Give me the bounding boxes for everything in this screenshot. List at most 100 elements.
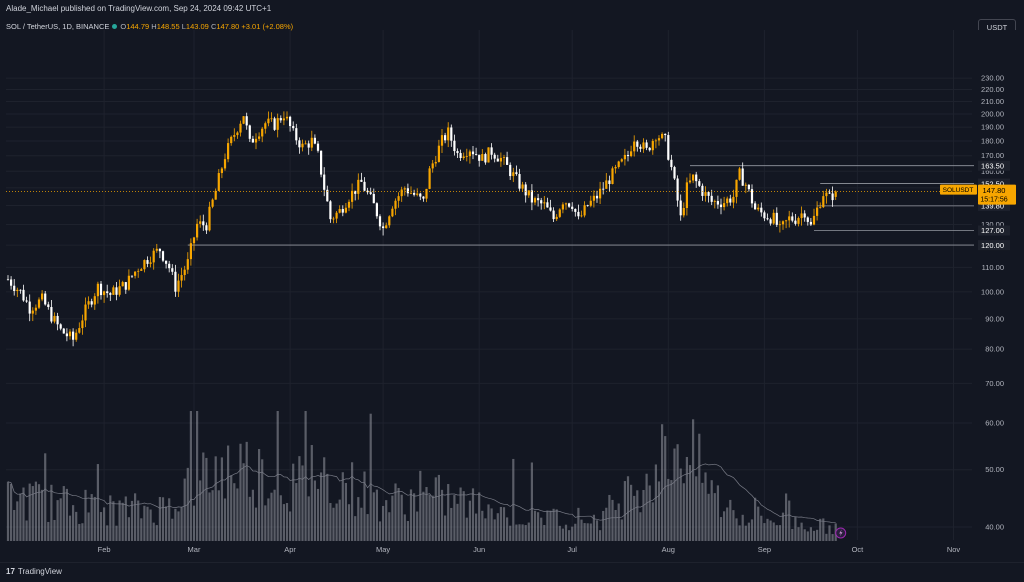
candle-body <box>444 135 447 141</box>
volume-bar <box>6 481 10 541</box>
candle-body <box>338 209 341 213</box>
candle-body <box>258 136 261 139</box>
volume-bar <box>812 530 816 541</box>
candle-body <box>385 225 388 229</box>
price-tick-label: 40.00 <box>985 523 1004 532</box>
candle-body <box>543 202 546 204</box>
volume-bar <box>382 505 385 541</box>
volume-bar <box>502 507 506 541</box>
volume-bar <box>233 483 236 541</box>
candle-body <box>521 184 524 189</box>
candle-body <box>437 145 440 162</box>
candle-body <box>341 209 344 213</box>
candle-body <box>735 179 738 197</box>
candle-body <box>512 172 515 177</box>
time-tick-label: Jul <box>567 545 577 554</box>
volume-bar <box>41 489 44 541</box>
volume-bar <box>10 483 13 541</box>
price-tick-label: 110.00 <box>982 263 1004 272</box>
candle-body <box>537 198 540 201</box>
symbol-name[interactable]: SOL / TetherUS, 1D, BINANCE <box>6 22 110 31</box>
volume-bar <box>747 522 750 541</box>
candle-body <box>580 215 583 217</box>
volume-bar <box>90 494 93 541</box>
candle-body <box>425 188 428 199</box>
volume-bar <box>307 496 310 541</box>
candle-body <box>462 156 465 158</box>
candle-body <box>285 116 289 119</box>
candle-body <box>623 154 626 160</box>
volume-bar <box>481 510 484 541</box>
candle-body <box>499 157 502 162</box>
candle-body <box>710 195 713 202</box>
volume-bar <box>279 495 282 541</box>
candle-body <box>174 271 177 292</box>
volume-bar <box>137 500 140 541</box>
price-badges: 163.50 152.50 139.80 127.00 120.00 SOLUSDT 147… <box>940 160 1016 251</box>
volume-bar <box>171 518 174 541</box>
volume-bar <box>636 490 639 541</box>
volume-bar <box>577 507 580 541</box>
candle-body <box>639 146 642 149</box>
candle-body <box>614 166 617 169</box>
candle-body <box>744 184 747 186</box>
volume-bar <box>766 518 769 541</box>
volume-bar <box>425 487 428 541</box>
candle-body <box>372 193 375 204</box>
volume-bar <box>676 444 679 541</box>
volume-bar <box>177 511 180 541</box>
candle-body <box>189 243 192 260</box>
volume-bar <box>214 456 217 541</box>
candle-body <box>778 224 781 226</box>
volume-bar <box>512 458 515 541</box>
candle-body <box>400 189 403 197</box>
volume-bar <box>521 524 524 541</box>
price-chart[interactable]: 40.00 50.00 60.00 70.00 80.00 90.00 100.00 110.… <box>0 0 1024 562</box>
candle-body <box>797 218 800 224</box>
volume-bar <box>189 411 192 541</box>
volume-bar <box>313 480 316 541</box>
candle-body <box>171 268 174 272</box>
candle-body <box>800 213 803 219</box>
candle-body <box>134 271 137 276</box>
candle-body <box>648 147 651 151</box>
tradingview-logo[interactable]: 17 TradingView <box>6 567 62 576</box>
volume-bar <box>28 483 31 541</box>
price-tick-label: 220.00 <box>981 85 1004 94</box>
volume-bar <box>143 505 146 541</box>
candle-body <box>422 196 425 199</box>
candle-body <box>230 136 233 144</box>
candle-body <box>158 248 161 252</box>
price-tick-label: 180.00 <box>981 137 1004 146</box>
price-tick-label: 130.00 <box>981 220 1004 229</box>
candle-body <box>236 132 239 136</box>
volume-bar <box>140 518 143 541</box>
price-tick-label: 90.00 <box>985 314 1004 323</box>
volume-bar <box>316 488 320 541</box>
candle-body <box>304 143 307 145</box>
market-status-icon <box>112 24 118 29</box>
volume-bar <box>323 457 326 541</box>
volume-bar <box>230 475 233 541</box>
candle-body <box>741 168 744 186</box>
volume-bar <box>332 507 335 541</box>
price-tick-label: 160.00 <box>981 167 1004 176</box>
time-tick-label: Sep <box>758 545 771 554</box>
candle-body <box>704 192 707 196</box>
volume-bar <box>620 519 623 541</box>
volume-bar <box>673 448 676 541</box>
volume-bar <box>657 481 661 541</box>
candle-body <box>676 178 679 201</box>
volume-bar <box>121 502 124 541</box>
volume-bar <box>31 486 34 541</box>
candle-body <box>726 198 729 204</box>
price-tick-label: 230.00 <box>981 74 1004 83</box>
time-tick-label: Feb <box>98 545 111 554</box>
volume-bar <box>99 512 103 541</box>
level-badge <box>978 240 1010 251</box>
candle-body <box>506 157 509 165</box>
candle-body <box>75 332 78 340</box>
volume-bar <box>168 498 171 541</box>
volume-bar <box>692 419 695 541</box>
candle-body <box>552 210 555 220</box>
